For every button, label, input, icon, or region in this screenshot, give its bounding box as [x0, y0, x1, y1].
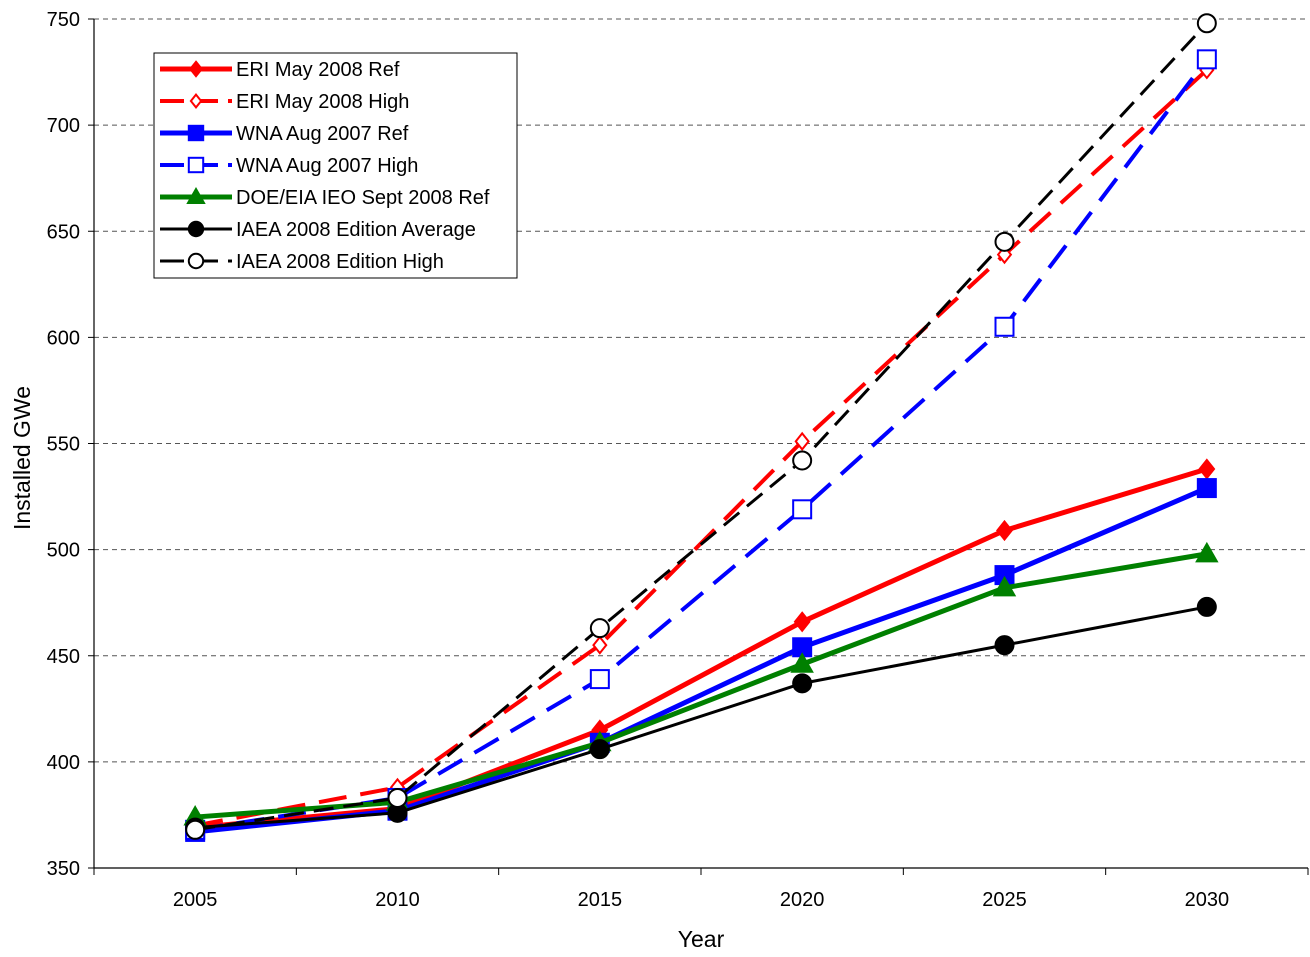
legend-swatch-marker — [187, 124, 205, 142]
x-tick-label-2005: 2005 — [173, 889, 218, 911]
series-6-point-2025 — [994, 635, 1015, 656]
legend-item-5: DOE/EIA IEO Sept 2008 Ref — [160, 186, 490, 209]
series-6-point-2015 — [589, 739, 610, 760]
legend-swatch-marker — [187, 156, 205, 174]
legend-swatch-marker — [186, 186, 206, 204]
y-tick-label-500: 500 — [47, 540, 80, 562]
series-7-point-2020 — [792, 450, 813, 471]
x-axis-title: Year — [678, 926, 725, 952]
series-5-point-2025 — [992, 575, 1017, 597]
series-5-line — [194, 551, 1208, 820]
y-axis-title: Installed GWe — [9, 386, 35, 530]
legend-item-6: IAEA 2008 Edition Average — [160, 219, 476, 241]
series-1-line — [194, 466, 1208, 831]
series-2-point-2020 — [794, 431, 810, 451]
series-5-point-2020 — [790, 652, 814, 673]
legend-label: ERI May 2008 Ref — [236, 59, 400, 81]
y-tick-label-750: 750 — [47, 9, 80, 31]
y-tick-label-350: 350 — [47, 858, 80, 880]
series-6-line — [195, 605, 1208, 830]
legend-swatch-marker — [187, 220, 205, 238]
series-4-point-2015 — [589, 669, 610, 690]
series-6-point-2020 — [792, 673, 813, 694]
x-tick-label-2025: 2025 — [982, 889, 1027, 911]
series-1-point-2030 — [1198, 458, 1216, 480]
legend-label: IAEA 2008 Edition Average — [236, 219, 476, 241]
series-4-point-2030 — [1196, 49, 1217, 70]
series-7-point-2030 — [1196, 13, 1217, 34]
legend-label: WNA Aug 2007 Ref — [236, 123, 409, 145]
legend-item-2: ERI May 2008 High — [160, 91, 409, 113]
y-tick-label-450: 450 — [47, 646, 80, 668]
series-7-point-2005 — [185, 819, 206, 840]
y-tick-label-650: 650 — [47, 221, 80, 243]
y-tick-label-550: 550 — [47, 434, 80, 456]
x-tick-label-2020: 2020 — [780, 889, 825, 911]
series-layer — [183, 13, 1219, 842]
series-3-point-2030 — [1196, 478, 1217, 499]
x-tick-label-2010: 2010 — [375, 889, 420, 911]
series-7 — [185, 13, 1217, 840]
y-tick-label-700: 700 — [47, 115, 80, 137]
series-4-point-2025 — [994, 316, 1015, 337]
legend-swatch-marker — [189, 92, 203, 110]
series-3 — [185, 478, 1217, 842]
axes: 350 400 450 500 550 600 650 700 750 2005 2010 2015 2… — [47, 9, 1309, 911]
series-4-point-2020 — [792, 499, 813, 520]
legend-label: IAEA 2008 Edition High — [236, 251, 444, 273]
series-6-point-2030 — [1196, 596, 1217, 617]
series-7-point-2015 — [589, 618, 610, 639]
series-7-point-2010 — [387, 787, 408, 808]
series-1-point-2025 — [996, 519, 1013, 542]
series-6 — [185, 596, 1217, 838]
x-tick-label-2030: 2030 — [1185, 889, 1230, 911]
series-7-point-2025 — [994, 231, 1015, 252]
series-3-line — [194, 485, 1208, 835]
legend-label: DOE/EIA IEO Sept 2008 Ref — [236, 187, 490, 209]
legend-item-1: ERI May 2008 Ref — [160, 59, 400, 81]
legend-label: ERI May 2008 High — [236, 91, 409, 113]
legend-item-3: WNA Aug 2007 Ref — [160, 123, 409, 145]
series-1-point-2020 — [793, 611, 811, 633]
legend-item-7: IAEA 2008 Edition High — [160, 251, 444, 273]
legend-label: WNA Aug 2007 High — [236, 155, 418, 177]
series-2-point-2015 — [592, 635, 608, 655]
y-tick-label-600: 600 — [47, 327, 80, 349]
series-5-point-2030 — [1195, 541, 1219, 563]
series-7-line — [194, 22, 1208, 832]
series-5 — [183, 541, 1219, 826]
legend-item-4: WNA Aug 2007 High — [160, 155, 418, 177]
legend: ERI May 2008 Ref ERI May 2008 High WNA Aug… — [153, 52, 518, 279]
series-1 — [186, 458, 1216, 839]
legend-swatch-marker — [188, 60, 204, 78]
legend-swatch-marker — [187, 252, 205, 270]
y-tick-label-400: 400 — [47, 752, 80, 774]
x-tick-label-2015: 2015 — [578, 889, 623, 911]
